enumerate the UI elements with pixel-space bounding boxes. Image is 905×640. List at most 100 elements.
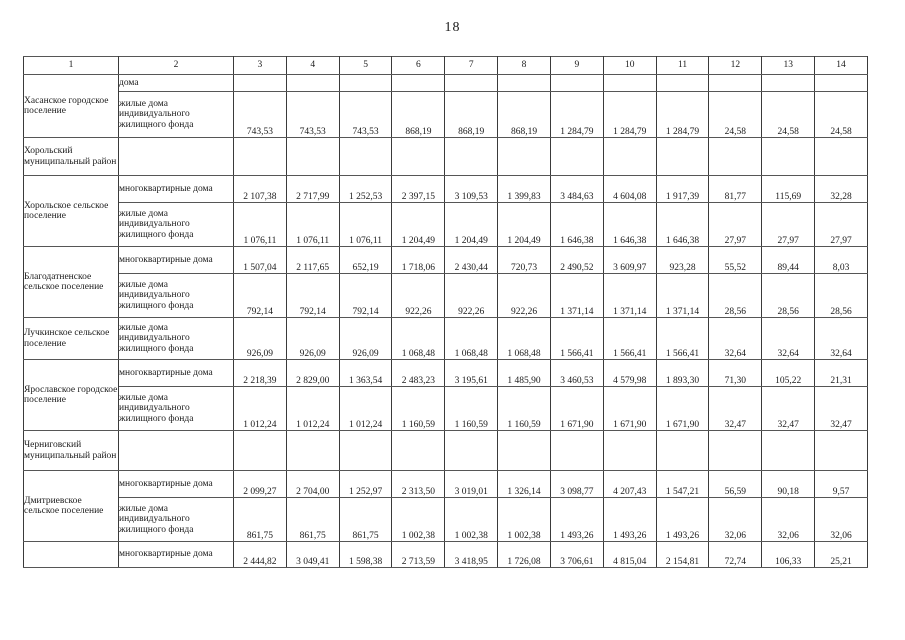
value-cell: 1 671,90 xyxy=(602,386,657,431)
value-cell xyxy=(497,74,551,92)
value-cell: 27,97 xyxy=(761,202,816,247)
value-cell: 32,06 xyxy=(708,497,763,542)
value-cell: 1 076,11 xyxy=(233,202,287,247)
column-header: 9 xyxy=(549,56,604,75)
value-cell: 1 646,38 xyxy=(655,202,710,247)
value-cell: 2 430,44 xyxy=(444,246,499,274)
value-cell: 1 326,14 xyxy=(497,470,551,498)
value-cell: 3 609,97 xyxy=(602,246,657,274)
value-cell: 652,19 xyxy=(338,246,393,274)
value-cell: 4 815,04 xyxy=(602,541,657,568)
value-cell xyxy=(708,430,763,471)
value-cell: 106,33 xyxy=(761,541,816,568)
value-cell: 32,06 xyxy=(814,497,868,542)
value-cell: 1 012,24 xyxy=(338,386,393,431)
value-cell: 1 371,14 xyxy=(655,273,710,318)
value-cell xyxy=(338,430,393,471)
value-cell: 1 068,48 xyxy=(391,317,446,360)
value-cell: 89,44 xyxy=(761,246,816,274)
page-number: 18 xyxy=(444,20,461,35)
value-cell: 1 204,49 xyxy=(444,202,499,247)
value-cell: 1 076,11 xyxy=(338,202,393,247)
value-cell: 1 671,90 xyxy=(549,386,604,431)
value-cell: 1 718,06 xyxy=(391,246,446,274)
table-row: жилые дома индивидуального жилищного фон… xyxy=(24,91,868,138)
value-cell: 90,18 xyxy=(761,470,816,498)
value-cell: 21,31 xyxy=(814,359,868,387)
housing-type-cell: многоквартирные дома xyxy=(118,359,234,387)
column-header: 12 xyxy=(708,56,763,75)
settlement-cell: Дмитриевское сельское поселение xyxy=(23,470,119,542)
value-cell: 2 099,27 xyxy=(233,470,287,498)
housing-type-cell: многоквартирные дома xyxy=(118,246,234,274)
value-cell: 3 460,53 xyxy=(549,359,604,387)
value-cell xyxy=(761,74,816,92)
housing-type-cell: жилые дома индивидуального жилищного фон… xyxy=(118,497,234,542)
column-header: 3 xyxy=(233,56,287,75)
value-cell xyxy=(233,137,287,176)
settlement-cell: Ярославское городское поселение xyxy=(23,359,119,431)
column-header: 10 xyxy=(602,56,657,75)
table-row: многоквартирные дома 2 444,82 3 049,41 1 59… xyxy=(23,541,868,568)
value-cell: 926,09 xyxy=(285,317,340,360)
value-cell: 115,69 xyxy=(761,175,816,203)
value-cell xyxy=(391,430,446,471)
table-row: Лучкинское сельское поселение жилые дома … xyxy=(23,317,868,360)
value-cell xyxy=(708,74,763,92)
value-cell: 72,74 xyxy=(708,541,763,568)
value-cell: 792,14 xyxy=(285,273,340,318)
value-cell: 2 713,59 xyxy=(391,541,446,568)
housing-type-cell: многоквартирные дома xyxy=(118,470,234,498)
table-row: Хорольское сельское поселение многокварти… xyxy=(23,175,868,247)
table-row: Черниговский муниципальный район xyxy=(23,430,868,471)
value-cell: 1 507,04 xyxy=(233,246,287,274)
value-cell xyxy=(761,430,816,471)
value-cell: 3 706,61 xyxy=(549,541,604,568)
value-cell: 1 493,26 xyxy=(655,497,710,542)
value-cell xyxy=(338,137,393,176)
table-row: Ярославское городское поселение многоквар… xyxy=(23,359,868,431)
value-cell xyxy=(708,137,763,176)
value-cell: 2 218,39 xyxy=(233,359,287,387)
value-cell: 1 646,38 xyxy=(549,202,604,247)
value-cell: 2 397,15 xyxy=(391,175,446,203)
value-cell: 1 598,38 xyxy=(338,541,393,568)
column-header: 5 xyxy=(338,56,393,75)
value-cell: 55,52 xyxy=(708,246,763,274)
table-row: Хорольский муниципальный район xyxy=(23,137,868,176)
value-cell: 32,64 xyxy=(814,317,868,360)
value-cell: 4 579,98 xyxy=(602,359,657,387)
value-cell: 1 160,59 xyxy=(497,386,551,431)
value-cell: 1 002,38 xyxy=(497,497,551,542)
settlement-cell: Благодатненское сельское поселение xyxy=(23,246,119,318)
column-header: 1 xyxy=(23,56,119,75)
housing-type-cell: жилые дома индивидуального жилищного фон… xyxy=(118,91,234,138)
value-cell: 1 076,11 xyxy=(285,202,340,247)
table-body: Хасанское городское поселение дома жилые д… xyxy=(23,74,868,568)
value-cell: 3 484,63 xyxy=(549,175,604,203)
housing-type-cell: жилые дома индивидуального жилищного фон… xyxy=(118,202,234,247)
value-cell: 3 098,77 xyxy=(549,470,604,498)
value-cell: 1 002,38 xyxy=(444,497,499,542)
value-cell: 1 399,83 xyxy=(497,175,551,203)
value-cell: 743,53 xyxy=(285,91,340,138)
value-cell: 3 418,95 xyxy=(444,541,499,568)
table-row: Благодатненское сельское поселение многок… xyxy=(23,246,868,318)
value-cell: 861,75 xyxy=(285,497,340,542)
value-cell: 1 068,48 xyxy=(444,317,499,360)
value-cell: 9,57 xyxy=(814,470,868,498)
value-cell: 868,19 xyxy=(444,91,499,138)
value-cell: 2 829,00 xyxy=(285,359,340,387)
value-cell: 2 483,23 xyxy=(391,359,446,387)
value-cell: 2 154,81 xyxy=(655,541,710,568)
column-header: 7 xyxy=(444,56,499,75)
value-cell xyxy=(655,430,710,471)
value-cell: 32,47 xyxy=(761,386,816,431)
housing-type-cell: жилые дома индивидуального жилищного фон… xyxy=(118,317,234,360)
table-row: Дмитриевское сельское поселение многоквар… xyxy=(23,470,868,542)
value-cell xyxy=(814,430,868,471)
value-cell: 1 566,41 xyxy=(655,317,710,360)
value-cell: 1 012,24 xyxy=(233,386,287,431)
value-cell xyxy=(285,430,340,471)
value-cell xyxy=(655,74,710,92)
